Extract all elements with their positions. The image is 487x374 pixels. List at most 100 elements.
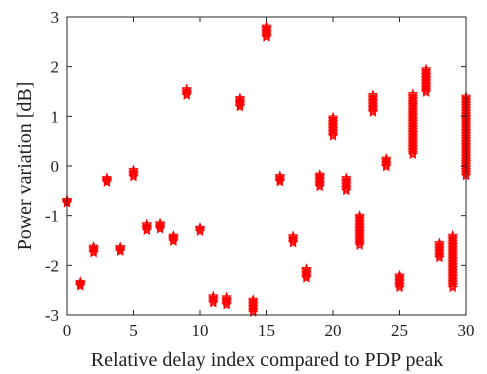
y-axis-label: Power variation [dB] <box>14 82 36 251</box>
x-tick-label: 30 <box>458 321 475 340</box>
data-point <box>274 175 286 186</box>
data-point <box>434 252 445 263</box>
data-point <box>234 98 246 109</box>
data-point <box>380 157 392 168</box>
data-point <box>128 167 139 178</box>
point-cluster <box>221 291 232 310</box>
point-cluster <box>261 20 272 42</box>
point-cluster <box>101 172 113 187</box>
y-tick-label: 0 <box>51 157 60 176</box>
data-point <box>380 161 392 172</box>
point-cluster <box>274 170 286 187</box>
data-point <box>367 102 379 113</box>
point-cluster <box>434 237 445 263</box>
data-point <box>301 272 312 283</box>
data-point <box>314 177 326 188</box>
data-point <box>420 85 432 96</box>
data-point <box>327 127 339 138</box>
data-point <box>234 97 246 108</box>
data-point <box>420 83 432 95</box>
x-tick-label: 10 <box>192 321 209 340</box>
data-point <box>340 185 352 196</box>
data-point <box>101 172 113 183</box>
data-point <box>141 223 153 234</box>
data-point <box>327 126 339 137</box>
data-point <box>247 304 259 315</box>
data-point <box>154 222 166 233</box>
data-point <box>420 82 432 93</box>
data-point <box>181 87 193 98</box>
point-cluster <box>394 269 405 293</box>
data-point <box>394 277 405 289</box>
data-point <box>194 225 206 237</box>
data-point <box>447 282 459 293</box>
data-point <box>314 181 326 192</box>
data-point <box>128 169 139 181</box>
data-point <box>314 179 326 191</box>
data-point <box>168 233 179 244</box>
data-point <box>380 158 392 169</box>
data-point <box>181 89 193 101</box>
point-cluster <box>114 241 126 256</box>
data-point <box>141 224 153 236</box>
data-point <box>101 174 113 185</box>
data-point <box>274 173 286 185</box>
data-point <box>74 280 86 291</box>
data-point <box>194 224 206 235</box>
data-point <box>301 271 312 282</box>
data-point <box>114 245 126 256</box>
data-point <box>367 103 379 115</box>
data-point <box>181 88 193 99</box>
data-point <box>88 247 99 258</box>
data-point <box>207 293 219 304</box>
data-point <box>407 147 419 158</box>
data-point <box>141 221 153 232</box>
point-cluster <box>367 89 379 117</box>
data-point <box>434 250 445 261</box>
data-point <box>101 175 113 186</box>
y-tick-label: -1 <box>45 207 59 226</box>
data-point <box>168 235 179 247</box>
data-point <box>88 243 99 254</box>
data-point <box>207 294 219 305</box>
data-point <box>314 178 326 189</box>
data-point <box>301 268 312 279</box>
data-point <box>207 296 219 307</box>
data-point <box>168 232 179 243</box>
point-cluster <box>88 240 99 258</box>
point-cluster <box>287 230 299 248</box>
data-point <box>434 247 445 258</box>
data-point <box>287 237 299 248</box>
data-point <box>287 233 299 244</box>
y-tick-label: 1 <box>51 107 60 126</box>
data-point <box>274 172 286 183</box>
data-point <box>380 159 392 171</box>
point-cluster <box>168 229 179 247</box>
data-point <box>394 282 405 293</box>
data-point <box>74 277 86 288</box>
point-cluster <box>234 92 246 112</box>
point-cluster <box>420 63 432 98</box>
x-tick-label: 25 <box>391 321 408 340</box>
data-point <box>114 243 126 254</box>
point-cluster <box>314 168 326 192</box>
data-point <box>407 145 419 157</box>
data-point <box>247 302 259 313</box>
data-point <box>247 305 259 316</box>
data-point <box>154 223 166 234</box>
data-point <box>114 242 126 253</box>
data-point <box>101 176 113 187</box>
point-cluster <box>340 172 352 196</box>
data-point <box>88 246 99 257</box>
data-point <box>221 298 232 309</box>
data-point <box>101 173 113 184</box>
plot-area-frame <box>66 16 467 316</box>
data-point <box>274 176 286 187</box>
data-point <box>327 129 339 140</box>
axis-ticks: 0 5 10 15 20 25 30 -3 -2 -1 0 1 2 3 <box>45 8 475 340</box>
x-tick-label: 20 <box>325 321 342 340</box>
data-point <box>74 278 86 289</box>
data-point <box>74 276 86 287</box>
data-point <box>394 280 405 291</box>
